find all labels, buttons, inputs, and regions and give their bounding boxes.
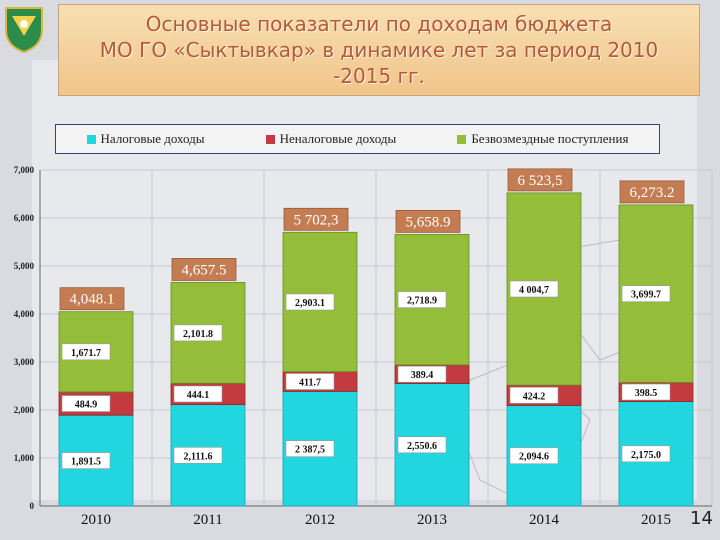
total-label-box xyxy=(283,207,349,231)
total-label: 6 523,5 xyxy=(518,173,563,189)
y-tick-label: 6,000 xyxy=(14,213,35,223)
legend-swatch-nontax xyxy=(265,134,275,144)
page-title: Основные показатели по доходам бюджета М… xyxy=(99,12,659,88)
data-label: 2,718.9 xyxy=(407,296,437,307)
chart-legend: Налоговые доходы Неналоговые доходы Безв… xyxy=(55,124,660,154)
total-label-box xyxy=(171,258,237,281)
legend-item-grants: Безвозмездные поступления xyxy=(457,131,628,147)
legend-label-tax: Налоговые доходы xyxy=(100,131,205,146)
data-label-box xyxy=(285,440,335,458)
data-label: 2,175.0 xyxy=(631,450,661,461)
legend-label-grants: Безвозмездные поступления xyxy=(471,131,629,146)
x-tick-label: 2010 xyxy=(81,512,111,528)
total-label: 5,658.9 xyxy=(406,214,451,230)
total-label: 5 702,3 xyxy=(294,212,339,228)
data-label: 2,101.8 xyxy=(183,329,213,340)
data-label: 398.5 xyxy=(635,388,658,399)
y-tick-label: 1,000 xyxy=(14,453,35,463)
y-tick-label: 4,000 xyxy=(14,309,35,319)
data-label-box xyxy=(61,395,111,412)
data-label-box xyxy=(61,452,111,469)
total-label: 6,273.2 xyxy=(630,185,675,201)
data-label-box xyxy=(173,324,223,342)
legend-swatch-tax xyxy=(86,134,96,144)
data-label-box xyxy=(509,447,559,465)
data-label: 444.1 xyxy=(187,390,210,401)
data-label: 3,699.7 xyxy=(631,290,661,301)
total-label: 4,657.5 xyxy=(182,262,227,278)
data-label: 1,891.5 xyxy=(71,457,101,468)
y-tick-label: 2,000 xyxy=(14,405,35,415)
data-label-box xyxy=(173,447,223,464)
data-label-box xyxy=(621,383,671,401)
total-label-box xyxy=(59,287,125,311)
data-label: 484.9 xyxy=(75,400,98,411)
data-label: 389.4 xyxy=(411,370,434,381)
total-label-box xyxy=(507,168,573,192)
data-label-box xyxy=(397,436,447,454)
legend-item-nontax: Неналоговые доходы xyxy=(265,131,397,147)
page-number: 14 xyxy=(690,508,713,529)
data-label-box xyxy=(621,445,671,463)
data-label-box xyxy=(621,285,671,302)
data-label-box xyxy=(61,343,111,361)
x-tick-label: 2015 xyxy=(641,512,671,528)
data-label-box xyxy=(397,291,447,308)
data-label-box xyxy=(397,365,447,383)
data-label: 4 004,7 xyxy=(519,285,549,296)
data-label: 2,094.6 xyxy=(519,452,549,463)
title-box: Основные показатели по доходам бюджета М… xyxy=(58,4,700,96)
data-label-box xyxy=(509,386,559,404)
total-label: 4,048.1 xyxy=(70,292,115,308)
data-label: 1,671.7 xyxy=(71,348,101,359)
data-label-box xyxy=(285,373,335,390)
data-label: 2,111.6 xyxy=(184,451,213,462)
x-tick-label: 2011 xyxy=(193,512,222,528)
x-tick-label: 2013 xyxy=(417,512,447,528)
legend-label-nontax: Неналоговые доходы xyxy=(279,131,397,146)
y-tick-label: 7,000 xyxy=(14,165,35,175)
legend-item-tax: Налоговые доходы xyxy=(86,131,205,147)
y-tick-label: 5,000 xyxy=(14,261,35,271)
data-label: 411.7 xyxy=(299,378,321,389)
data-label: 2,550.6 xyxy=(407,441,437,452)
data-label-box xyxy=(173,385,223,403)
legend-swatch-grants xyxy=(457,134,467,144)
data-label-box xyxy=(509,280,559,298)
total-label-box xyxy=(395,209,461,233)
data-label: 424.2 xyxy=(523,391,546,402)
data-label: 2,903.1 xyxy=(295,298,325,309)
x-tick-label: 2012 xyxy=(305,512,335,528)
total-label-box xyxy=(619,180,685,204)
y-tick-label: 0 xyxy=(30,501,35,511)
city-emblem-icon xyxy=(5,7,43,54)
x-tick-label: 2014 xyxy=(529,512,560,528)
data-label-box xyxy=(285,293,335,311)
y-tick-label: 3,000 xyxy=(14,357,35,367)
data-label: 2 387,5 xyxy=(295,445,325,456)
